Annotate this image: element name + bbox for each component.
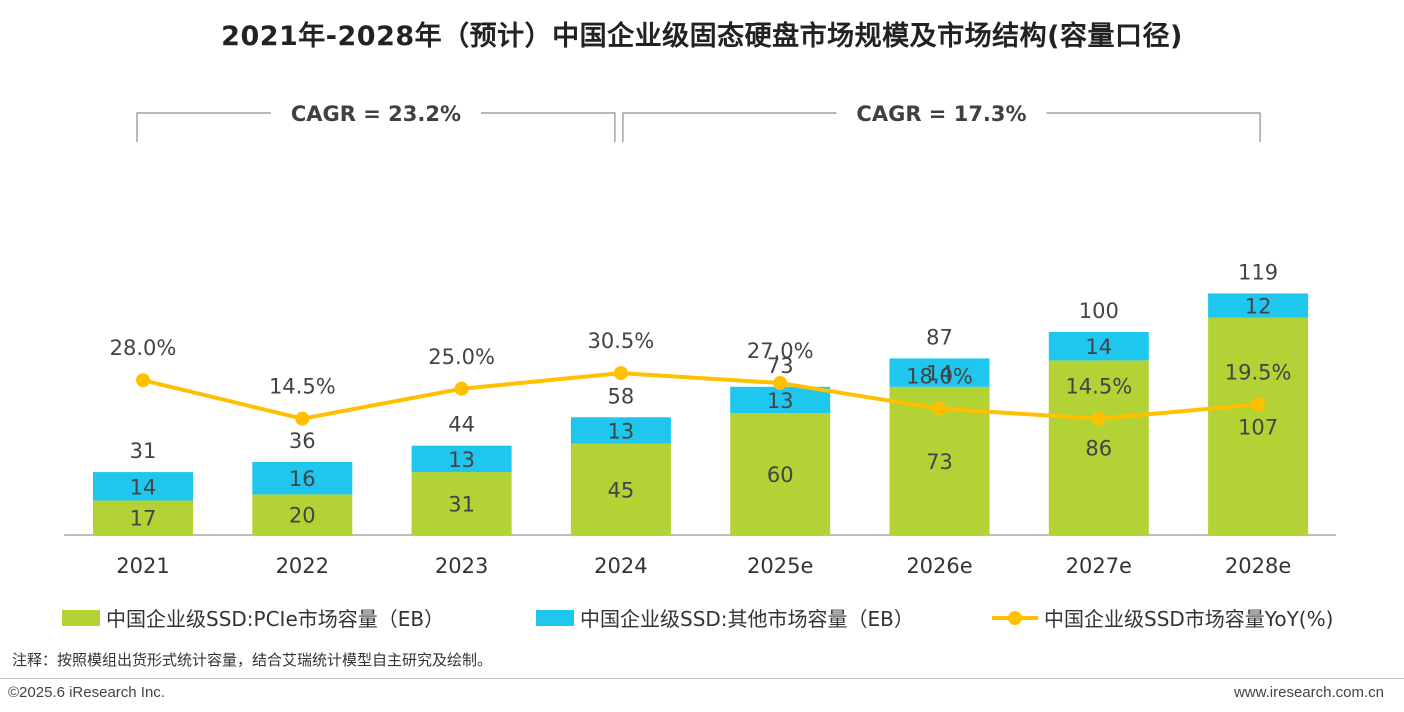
bar-other-2021 — [93, 472, 193, 501]
label-total-2022: 36 — [289, 429, 316, 453]
yoy-point-2026e — [932, 401, 947, 416]
label-pcie-2022: 20 — [289, 504, 316, 528]
cagr-bracket-right-2 — [1046, 112, 1261, 142]
bar-other-2026e — [889, 358, 990, 387]
label-other-2021: 14 — [130, 475, 157, 499]
label-total-2028e: 119 — [1238, 260, 1278, 284]
legend-swatch-other — [536, 609, 574, 626]
label-pcie-2026e: 73 — [926, 450, 953, 474]
bar-other-2024 — [570, 417, 671, 444]
legend-swatch-yoy — [992, 610, 1038, 626]
yoy-line — [142, 371, 1259, 421]
bar-other-2025e — [730, 386, 831, 414]
cagr-bracket-right-1 — [480, 112, 616, 142]
bar-pcie-2024 — [570, 443, 671, 535]
legend: 中国企业级SSD:PCIe市场容量（EB） 中国企业级SSD:其他市场容量（EB… — [0, 603, 1404, 633]
yoy-label-2028e: 19.5% — [1225, 360, 1292, 384]
label-other-2024: 13 — [608, 419, 635, 443]
copyright: ©2025.6 iResearch Inc. — [8, 684, 165, 701]
label-pcie-2025e: 60 — [767, 463, 794, 487]
label-total-2026e: 87 — [926, 325, 953, 349]
legend-item-other: 中国企业级SSD:其他市场容量（EB） — [536, 603, 914, 632]
yoy-point-2021 — [136, 373, 150, 388]
website-link[interactable]: www.iresearch.com.cn — [1233, 684, 1384, 701]
x-tick-2021: 2021 — [116, 554, 169, 578]
yoy-point-2023 — [454, 381, 469, 396]
label-total-2024: 58 — [608, 384, 635, 408]
label-pcie-2027e: 86 — [1085, 437, 1112, 461]
yoy-label-2023: 25.0% — [428, 345, 495, 369]
label-total-2025e: 73 — [767, 354, 794, 378]
x-tick-2026e: 2026e — [906, 554, 972, 578]
yoy-point-2027e — [1091, 411, 1106, 426]
chart-canvas: 17 14 31 2021 20 16 36 2022 31 13 44 2023 45 13 58 2024… — [64, 102, 1336, 578]
label-pcie-2028e: 107 — [1238, 415, 1278, 439]
legend-item-yoy: 中国企业级SSD市场容量YoY(%) — [992, 603, 1333, 632]
x-tick-2025e: 2025e — [747, 554, 813, 578]
label-total-2021: 31 — [130, 439, 157, 463]
x-tick-2028e: 2028e — [1225, 554, 1291, 578]
label-pcie-2023: 31 — [448, 493, 475, 517]
yoy-label-2026e: 18.0% — [906, 365, 973, 389]
bar-other-2027e — [1048, 332, 1149, 361]
yoy-label-2024: 30.5% — [588, 329, 655, 353]
legend-swatch-pcie — [62, 609, 100, 626]
x-tick-2027e: 2027e — [1066, 554, 1132, 578]
bar-other-2023 — [411, 445, 512, 473]
bar-pcie-2027e — [1048, 360, 1149, 535]
bar-pcie-2028e — [1208, 317, 1309, 535]
label-total-2023: 44 — [448, 413, 475, 437]
bar-other-2022 — [252, 461, 353, 495]
footer-divider — [0, 678, 1404, 679]
yoy-label-2027e: 14.5% — [1065, 375, 1132, 399]
yoy-point-2022 — [295, 411, 310, 426]
cagr-bracket-left-1 — [136, 112, 271, 142]
label-pcie-2024: 45 — [608, 478, 635, 502]
x-tick-2023: 2023 — [435, 554, 488, 578]
bar-pcie-2025e — [730, 413, 831, 535]
label-other-2028e: 12 — [1245, 295, 1272, 319]
bar-pcie-2023 — [411, 472, 512, 535]
label-pcie-2021: 17 — [130, 507, 157, 531]
chart-title: 2021年-2028年（预计）中国企业级固态硬盘市场规模及市场结构(容量口径) — [221, 21, 1183, 52]
label-other-2025e: 13 — [767, 389, 794, 413]
legend-item-pcie: 中国企业级SSD:PCIe市场容量（EB） — [62, 603, 444, 632]
cagr-label-1: CAGR = 23.2% — [291, 102, 461, 126]
legend-label-yoy: 中国企业级SSD市场容量YoY(%) — [1044, 607, 1334, 631]
footnote: 注释：按照模组出货形式统计容量，结合艾瑞统计模型自主研究及绘制。 — [12, 651, 493, 669]
yoy-label-2025e: 27.0% — [747, 339, 814, 363]
bar-pcie-2021 — [93, 500, 193, 535]
bar-pcie-2022 — [252, 494, 353, 535]
x-tick-2022: 2022 — [276, 554, 329, 578]
legend-label-other: 中国企业级SSD:其他市场容量（EB） — [580, 607, 914, 631]
label-other-2023: 13 — [448, 448, 475, 472]
legend-label-pcie: 中国企业级SSD:PCIe市场容量（EB） — [106, 607, 445, 631]
x-tick-2024: 2024 — [594, 554, 647, 578]
label-other-2027e: 14 — [1085, 335, 1112, 359]
yoy-point-2025e — [773, 376, 788, 391]
yoy-label-2021: 28.0% — [110, 336, 177, 360]
bar-other-2028e — [1208, 293, 1309, 318]
label-other-2026e: 14 — [926, 362, 953, 386]
yoy-point-2024 — [613, 366, 628, 381]
label-total-2027e: 100 — [1079, 299, 1119, 323]
label-other-2022: 16 — [289, 467, 316, 491]
yoy-label-2022: 14.5% — [269, 375, 336, 399]
cagr-label-2: CAGR = 17.3% — [856, 102, 1026, 126]
cagr-bracket-left-2 — [622, 112, 837, 142]
yoy-point-2028e — [1251, 397, 1266, 412]
